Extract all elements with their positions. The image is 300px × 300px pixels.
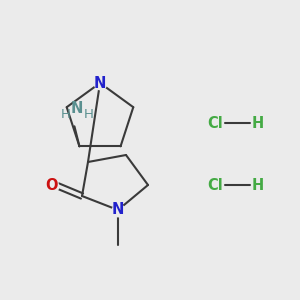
- Text: O: O: [46, 178, 58, 194]
- Text: H: H: [83, 108, 93, 121]
- Text: H: H: [252, 116, 264, 130]
- Text: H: H: [252, 178, 264, 193]
- Text: N: N: [70, 101, 82, 116]
- Text: N: N: [94, 76, 106, 91]
- Text: H: H: [61, 108, 70, 121]
- Text: Cl: Cl: [207, 116, 223, 130]
- Text: Cl: Cl: [207, 178, 223, 193]
- Text: N: N: [112, 202, 124, 217]
